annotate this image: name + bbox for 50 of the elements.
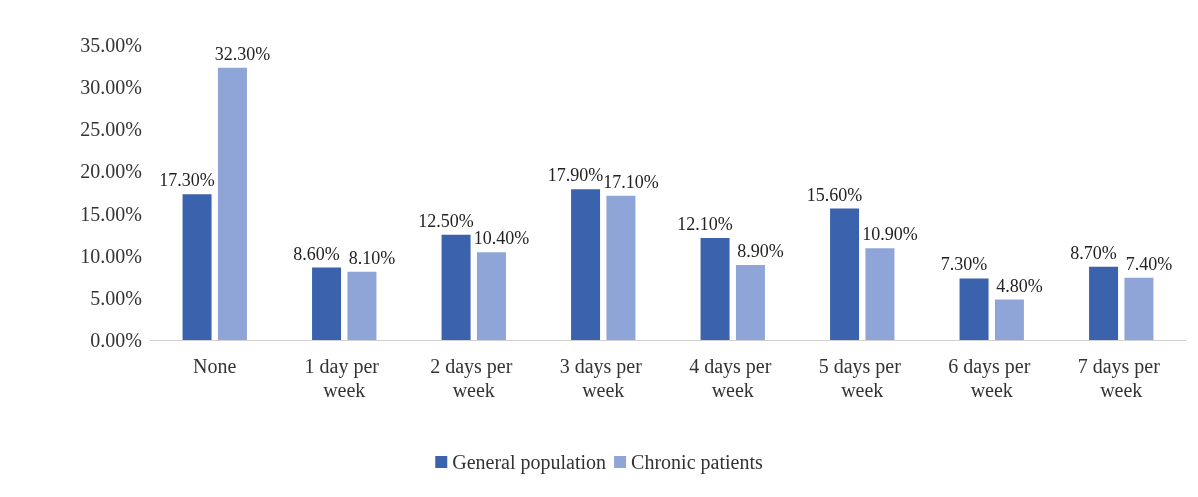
data-label: 12.50% <box>418 210 474 231</box>
x-tick-label: 1 day per week <box>304 355 384 401</box>
bar <box>441 234 471 340</box>
bar <box>312 267 342 340</box>
bar <box>830 208 860 340</box>
bar <box>994 299 1024 340</box>
y-tick-label: 5.00% <box>90 286 142 309</box>
y-tick-label: 25.00% <box>80 118 142 141</box>
bar <box>735 264 765 340</box>
legend-label: Chronic patients <box>631 451 763 474</box>
bar <box>865 248 895 340</box>
data-label: 12.10% <box>677 214 733 235</box>
y-tick-label: 15.00% <box>80 202 142 225</box>
bar <box>606 195 636 340</box>
bar <box>1124 277 1154 340</box>
y-tick-label: 20.00% <box>80 160 142 183</box>
x-tick-label: 4 days per week <box>689 355 777 401</box>
data-label: 7.30% <box>940 254 988 275</box>
data-label: 17.30% <box>159 170 215 191</box>
y-tick-label: 10.00% <box>80 244 142 267</box>
data-label: 10.90% <box>862 224 918 245</box>
data-label: 15.60% <box>806 184 863 205</box>
data-label: 4.80% <box>996 275 1043 296</box>
data-label: 10.40% <box>473 228 530 249</box>
bar <box>476 252 506 340</box>
data-label: 8.90% <box>737 240 784 261</box>
bar <box>217 67 247 340</box>
data-label: 8.10% <box>348 247 396 268</box>
x-tick-label: 5 days per week <box>818 355 906 401</box>
data-label: 8.70% <box>1070 242 1117 263</box>
x-tick-label: None <box>193 355 237 377</box>
data-label: 8.60% <box>293 243 340 264</box>
x-tick-label: 2 days per week <box>430 355 518 401</box>
bar <box>700 238 730 340</box>
data-label: 7.40% <box>1125 253 1173 274</box>
y-tick-label: 30.00% <box>80 76 142 99</box>
x-tick-label: 7 days per week <box>1077 355 1165 401</box>
bar <box>347 271 377 340</box>
y-tick-label: 35.00% <box>80 34 142 56</box>
bar <box>1089 266 1119 340</box>
bar <box>571 189 601 340</box>
legend-label: General population <box>452 451 607 474</box>
x-tick-label: 3 days per week <box>559 355 647 401</box>
x-tick-label: 6 days per week <box>948 355 1036 401</box>
data-label: 17.10% <box>603 171 659 192</box>
y-tick-label: 0.00% <box>90 329 142 351</box>
data-label: 17.90% <box>547 165 604 186</box>
bar <box>182 194 212 340</box>
data-label: 32.30% <box>214 43 271 64</box>
bar <box>959 278 989 340</box>
